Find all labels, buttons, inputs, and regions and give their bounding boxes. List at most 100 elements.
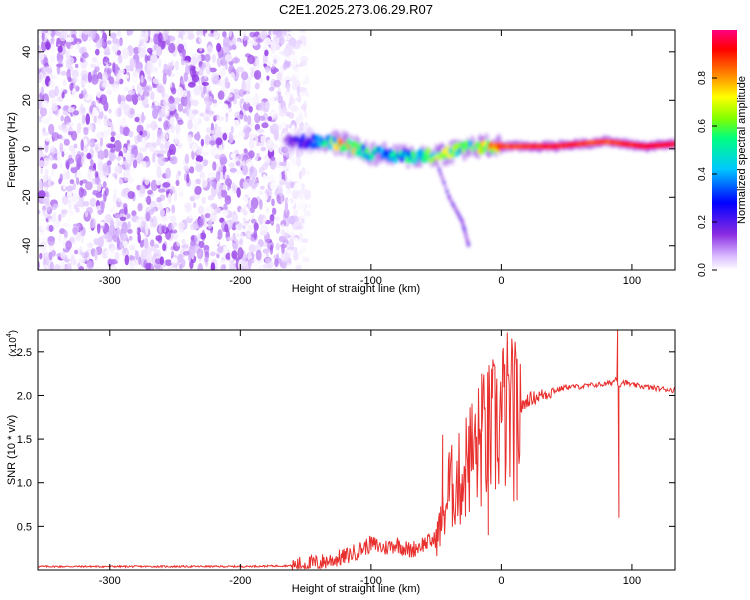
noise-blob (112, 173, 116, 177)
noise-blob (217, 90, 225, 100)
noise-blob (62, 79, 67, 87)
noise-blob (230, 184, 237, 189)
noise-blob (220, 264, 227, 270)
noise-blob (199, 44, 203, 52)
noise-blob (190, 56, 198, 66)
noise-blob (102, 181, 107, 189)
noise-blob (93, 99, 100, 106)
signal-track-blobs (283, 127, 675, 248)
noise-blob (65, 240, 72, 250)
noise-blob (106, 89, 113, 96)
noise-blob (110, 58, 119, 64)
noise-blob (182, 108, 188, 114)
noise-blob (70, 162, 77, 168)
noise-blob (300, 226, 306, 234)
colorbar-gradient (712, 30, 737, 270)
noise-blob (173, 30, 178, 37)
noise-blob (209, 212, 217, 223)
signal-core (298, 142, 303, 150)
noise-blob (179, 249, 184, 255)
noise-blob (171, 220, 176, 231)
noise-blob (289, 94, 293, 105)
noise-blob (250, 84, 256, 93)
noise-blob (229, 167, 238, 173)
y-tick-label: 1.5 (17, 434, 32, 446)
noise-blob (215, 137, 223, 146)
noise-blob (86, 260, 95, 270)
noise-blob (151, 51, 157, 55)
noise-blob (45, 136, 51, 142)
snr-xlabel: Height of straight line (km) (292, 583, 420, 595)
noise-blob (304, 189, 312, 200)
noise-blob (38, 235, 41, 246)
noise-blob (83, 88, 87, 93)
noise-blob (280, 224, 286, 237)
noise-blob (189, 223, 198, 231)
noise-blob (219, 153, 227, 166)
noise-blob (71, 130, 78, 141)
noise-blob (67, 106, 75, 113)
noise-blob (246, 79, 252, 90)
noise-blob (295, 39, 303, 46)
noise-blob (304, 44, 312, 51)
noise-blob (54, 85, 59, 97)
noise-blob (301, 167, 306, 177)
noise-blob (144, 177, 150, 186)
noise-blob (216, 181, 223, 193)
noise-blob (210, 130, 214, 135)
noise-blob (74, 63, 79, 69)
noise-blob (186, 90, 191, 100)
noise-blob (60, 261, 66, 270)
noise-blob (176, 156, 182, 166)
noise-blob (195, 113, 199, 126)
noise-blob (226, 236, 234, 241)
noise-blob (194, 161, 202, 166)
noise-blob (61, 151, 65, 158)
noise-blob (181, 238, 186, 245)
noise-blob (220, 189, 228, 198)
noise-blob (107, 121, 113, 127)
noise-blob (205, 61, 211, 69)
noise-blob (255, 57, 260, 70)
noise-blob (146, 123, 152, 129)
noise-blob (150, 120, 158, 131)
noise-blob (189, 65, 197, 78)
noise-blob (128, 235, 133, 241)
noise-blob (61, 125, 69, 133)
noise-blob (159, 256, 164, 266)
noise-blob (290, 105, 299, 113)
noise-blob (203, 112, 211, 122)
noise-blob (121, 221, 128, 234)
noise-blob (74, 254, 82, 260)
noise-blob (41, 182, 50, 188)
colorbar-tick-label: 0.4 (697, 167, 708, 181)
noise-blob (209, 67, 217, 73)
noise-blob (80, 139, 84, 152)
noise-blob (59, 142, 63, 153)
noise-blob (181, 244, 189, 249)
noise-blob (118, 178, 124, 185)
noise-blob (190, 239, 197, 247)
noise-blob (132, 225, 138, 236)
noise-blob (251, 96, 258, 107)
noise-blob (301, 65, 309, 71)
noise-blob (40, 167, 44, 175)
noise-blob (102, 71, 108, 83)
signal-core (334, 144, 340, 152)
noise-blob (216, 56, 222, 68)
noise-blob (264, 175, 270, 181)
noise-blob (42, 117, 50, 124)
noise-blob (55, 184, 62, 195)
noise-blob (284, 75, 291, 81)
noise-blob (66, 253, 72, 260)
noise-blob (140, 114, 146, 122)
noise-blob (108, 224, 116, 237)
noise-blob (126, 30, 134, 36)
noise-blob (103, 56, 109, 63)
noise-blob (158, 264, 163, 270)
noise-blob (249, 134, 255, 140)
noise-blob (54, 264, 61, 270)
noise-blob (169, 215, 177, 223)
noise-blob (287, 200, 292, 210)
noise-blob (204, 213, 211, 219)
